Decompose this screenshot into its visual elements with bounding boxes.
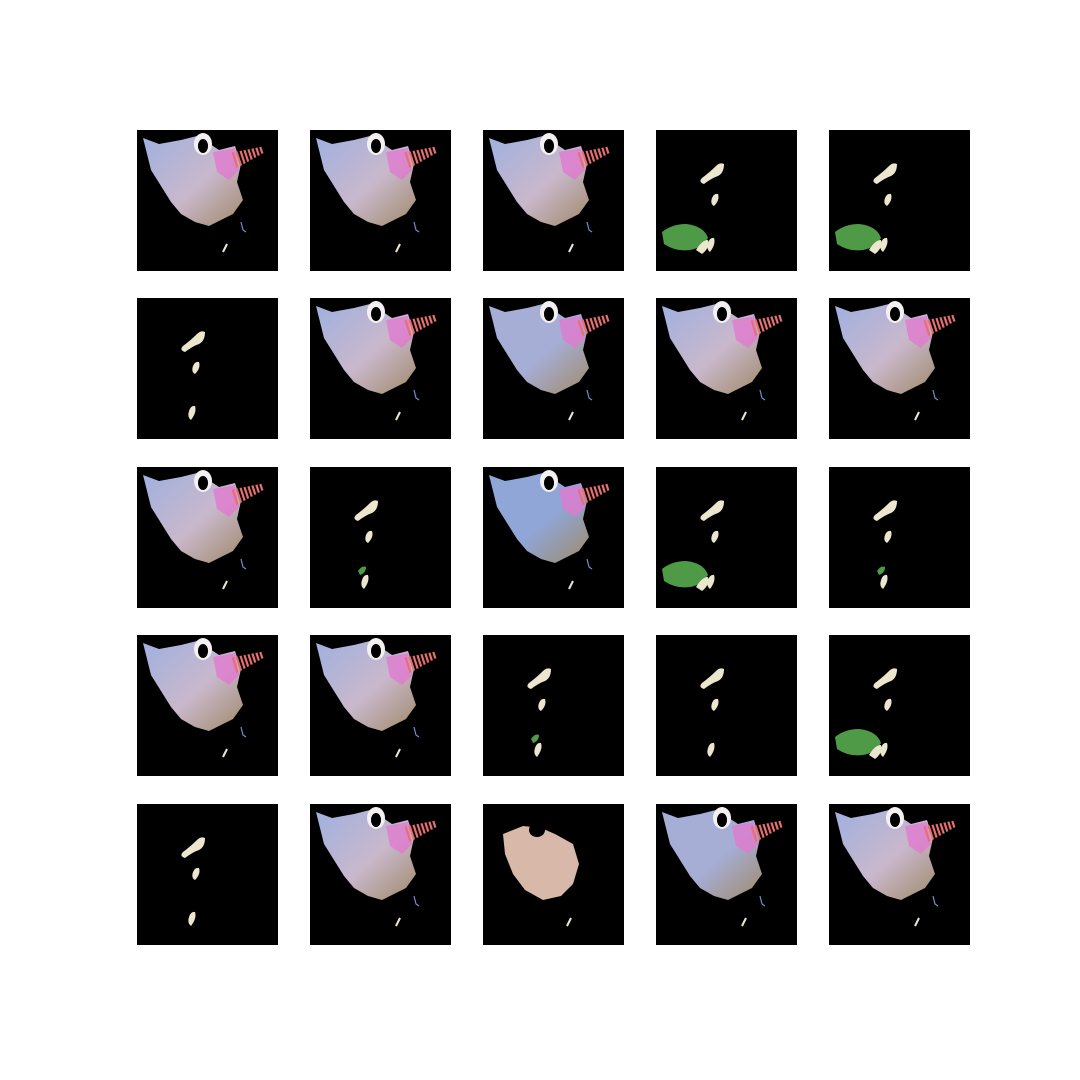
tile-image bbox=[489, 133, 610, 253]
grid-tile bbox=[829, 804, 970, 945]
grid-tile bbox=[483, 635, 624, 776]
grid-tile bbox=[137, 804, 278, 945]
grid-tile bbox=[137, 635, 278, 776]
tile-image bbox=[316, 807, 437, 927]
tile-image bbox=[662, 500, 724, 591]
tile-image bbox=[700, 668, 724, 757]
grid-tile bbox=[137, 467, 278, 608]
grid-tile bbox=[829, 635, 970, 776]
tile-image bbox=[316, 301, 437, 421]
tile-image bbox=[662, 301, 783, 421]
tile-image bbox=[503, 823, 579, 927]
grid-tile bbox=[483, 130, 624, 271]
grid-tile bbox=[310, 298, 451, 439]
tile-image bbox=[143, 133, 264, 253]
tile-image bbox=[662, 163, 724, 254]
tile-image bbox=[354, 500, 378, 589]
grid-tile bbox=[137, 130, 278, 271]
tile-image bbox=[316, 133, 437, 253]
grid-tile bbox=[829, 298, 970, 439]
tile-image bbox=[662, 807, 783, 927]
tile-image bbox=[835, 807, 956, 927]
tile-image bbox=[527, 668, 551, 757]
grid-tile bbox=[137, 298, 278, 439]
grid-tile bbox=[829, 130, 970, 271]
grid-tile bbox=[656, 298, 797, 439]
grid-tile bbox=[656, 804, 797, 945]
grid-tile bbox=[483, 804, 624, 945]
grid-tile bbox=[310, 804, 451, 945]
tile-image bbox=[873, 500, 897, 589]
grid-tile bbox=[483, 467, 624, 608]
tile-image bbox=[143, 470, 264, 590]
tile-image bbox=[835, 163, 897, 254]
tile-image bbox=[316, 638, 437, 758]
grid-tile bbox=[829, 467, 970, 608]
tile-image bbox=[835, 301, 956, 421]
grid-tile bbox=[310, 130, 451, 271]
grid-tile bbox=[310, 635, 451, 776]
tile-image bbox=[181, 837, 205, 926]
grid-tile bbox=[656, 635, 797, 776]
tile-image bbox=[181, 331, 205, 420]
tile-image bbox=[489, 470, 610, 590]
grid-tile bbox=[310, 467, 451, 608]
grid-tile bbox=[656, 130, 797, 271]
tile-image bbox=[835, 668, 897, 759]
grid-tile bbox=[656, 467, 797, 608]
tile-image bbox=[489, 301, 610, 421]
tile-image bbox=[143, 638, 264, 758]
grid-tile bbox=[483, 298, 624, 439]
